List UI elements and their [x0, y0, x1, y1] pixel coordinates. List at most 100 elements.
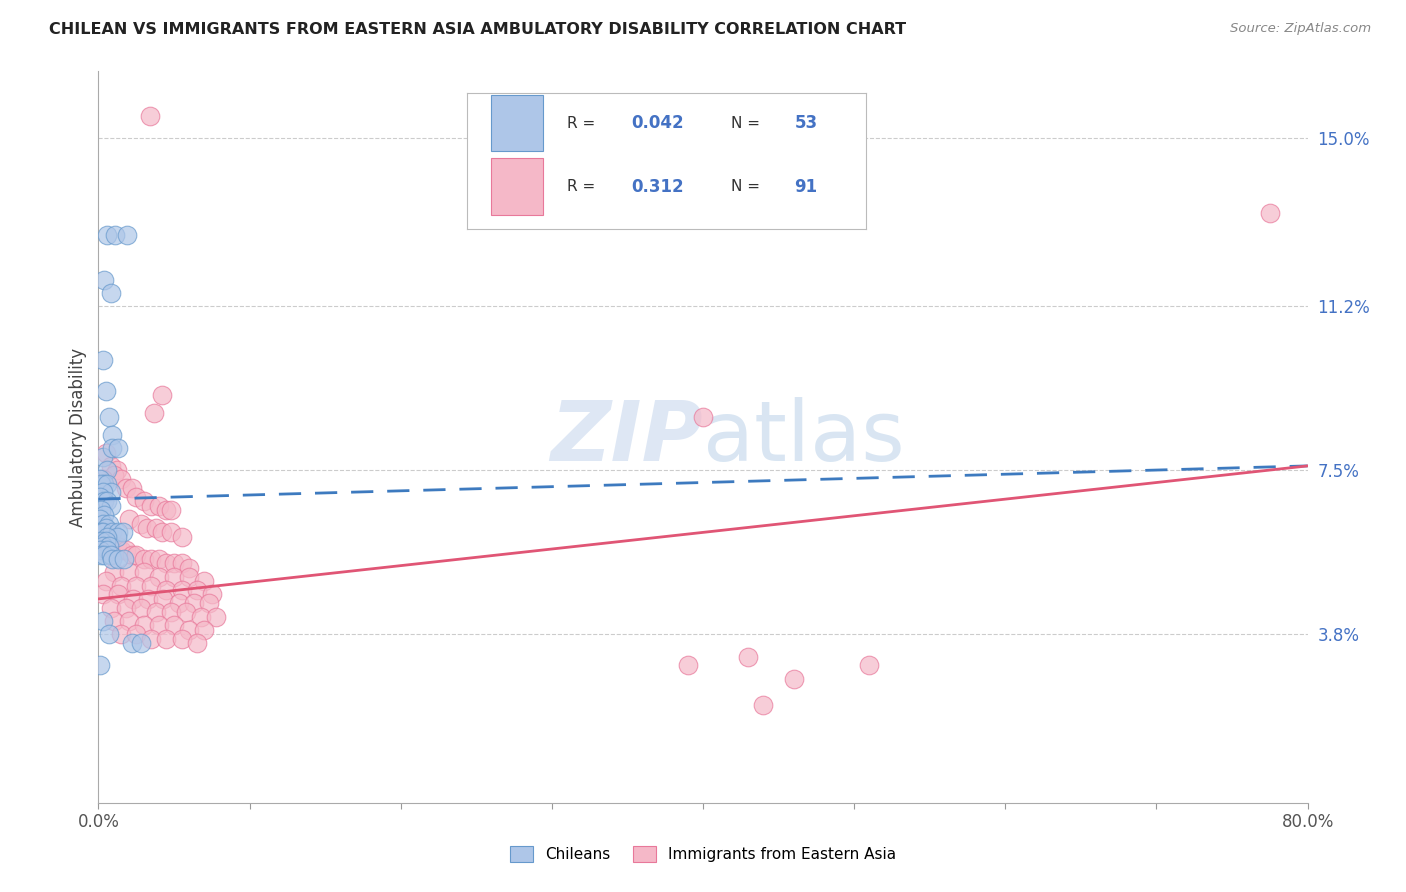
Point [91, 525, 114, 540]
Text: Source: ZipAtlas.com: Source: ZipAtlas.com [1230, 22, 1371, 36]
Point [122, 591, 145, 606]
Point [163, 557, 186, 571]
Point [136, 591, 159, 606]
Point [139, 109, 162, 123]
Point [179, 623, 201, 637]
Point [132, 566, 155, 580]
Point [101, 428, 124, 442]
Point [89, 543, 111, 558]
Point [100, 499, 122, 513]
Point [132, 494, 155, 508]
Point [91, 539, 114, 553]
Point [179, 570, 201, 584]
Point [91, 614, 114, 628]
Point [197, 596, 219, 610]
Point [148, 570, 170, 584]
Point [90, 534, 112, 549]
Point [96, 494, 118, 508]
Point [94, 574, 117, 589]
Point [103, 566, 125, 580]
Point [179, 561, 201, 575]
Point [1258, 206, 1281, 220]
Point [89, 512, 111, 526]
Point [132, 552, 155, 566]
Point [167, 596, 190, 610]
Text: atlas: atlas [703, 397, 904, 477]
Point [98, 539, 121, 553]
Point [96, 463, 118, 477]
Point [107, 525, 129, 540]
Point [160, 605, 183, 619]
Point [145, 521, 167, 535]
Point [201, 587, 224, 601]
Point [118, 614, 141, 628]
Point [118, 566, 141, 580]
Point [170, 632, 193, 646]
Point [105, 530, 128, 544]
Point [141, 499, 163, 513]
Point [94, 445, 117, 459]
Point [155, 557, 177, 571]
Point [89, 490, 111, 504]
Point [737, 649, 759, 664]
Point [170, 582, 193, 597]
Point [89, 658, 111, 673]
Point [190, 609, 212, 624]
Point [91, 587, 114, 601]
Point [783, 672, 806, 686]
Point [186, 636, 208, 650]
Text: CHILEAN VS IMMIGRANTS FROM EASTERN ASIA AMBULATORY DISABILITY CORRELATION CHART: CHILEAN VS IMMIGRANTS FROM EASTERN ASIA … [49, 22, 907, 37]
Point [94, 534, 117, 549]
Point [155, 503, 177, 517]
Point [132, 618, 155, 632]
Point [174, 605, 197, 619]
Point [170, 530, 193, 544]
Point [91, 352, 114, 367]
Point [93, 273, 115, 287]
Point [148, 618, 170, 632]
Point [90, 525, 112, 540]
Point [186, 582, 208, 597]
Point [148, 499, 170, 513]
Point [93, 508, 115, 522]
Point [163, 618, 186, 632]
Point [110, 472, 132, 486]
Point [100, 548, 122, 562]
Point [118, 512, 141, 526]
Y-axis label: Ambulatory Disability: Ambulatory Disability [69, 348, 87, 526]
Point [121, 481, 143, 495]
Point [150, 388, 173, 402]
Point [114, 481, 136, 495]
Point [129, 636, 152, 650]
Point [100, 458, 122, 473]
Point [93, 548, 115, 562]
Point [121, 548, 143, 562]
Point [160, 503, 183, 517]
Point [94, 384, 117, 398]
Point [152, 591, 174, 606]
Point [183, 596, 205, 610]
Point [141, 552, 163, 566]
Point [752, 698, 775, 713]
Point [93, 494, 115, 508]
Point [98, 410, 121, 425]
Point [91, 516, 114, 531]
Point [104, 228, 127, 243]
Point [163, 570, 186, 584]
Point [145, 605, 167, 619]
Point [193, 623, 215, 637]
Point [125, 578, 148, 592]
Point [100, 539, 122, 553]
Point [110, 543, 132, 558]
Point [141, 632, 163, 646]
Point [114, 543, 136, 558]
Point [111, 525, 134, 540]
Point [692, 410, 714, 425]
Point [114, 600, 136, 615]
Point [90, 530, 112, 544]
Point [205, 609, 228, 624]
Point [112, 552, 135, 566]
Point [103, 614, 125, 628]
Point [135, 521, 157, 535]
Point [91, 485, 114, 500]
